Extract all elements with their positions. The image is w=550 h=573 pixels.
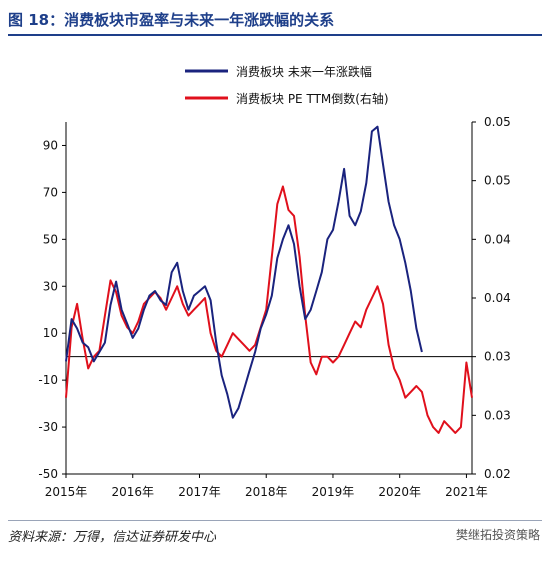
right-tick-label: 0.04: [484, 232, 511, 246]
x-tick-label: 2021年: [445, 485, 488, 499]
right-tick-label: 0.05: [484, 115, 511, 129]
right-tick-label: 0.04: [484, 291, 511, 305]
right-tick-label: 0.05: [484, 174, 511, 188]
chart-axes: 90 70 50 30 10 -10 -30 -50 0.05 0.05 0.04 0.04 0.03 0…: [38, 115, 510, 499]
x-tick-label: 2016年: [111, 485, 154, 499]
left-tick-label: -50: [38, 467, 58, 481]
x-tick-label: 2020年: [378, 485, 421, 499]
left-tick-label: -10: [38, 373, 58, 387]
right-tick-label: 0.02: [484, 467, 511, 481]
legend-label-series-1: 消费板块 未来一年涨跌幅: [236, 64, 372, 79]
left-tick-label: -30: [38, 420, 58, 434]
x-tick-label: 2017年: [178, 485, 221, 499]
left-tick-label: 10: [43, 326, 58, 340]
x-tick-label: 2015年: [45, 485, 88, 499]
right-tick-label: 0.03: [484, 408, 511, 422]
left-tick-label: 50: [43, 232, 58, 246]
brand-watermark: 樊继拓投资策略: [455, 528, 540, 542]
chart-legend: 消费板块 未来一年涨跌幅 消费板块 PE TTM倒数(右轴): [185, 64, 389, 106]
legend-label-series-2: 消费板块 PE TTM倒数(右轴): [236, 91, 389, 106]
left-tick-label: 70: [43, 185, 58, 199]
left-tick-label: 30: [43, 279, 58, 293]
right-tick-label: 0.03: [484, 350, 511, 364]
series-line-1: [65, 125, 423, 419]
series-line-2: [65, 185, 473, 434]
footer-divider: [8, 520, 542, 521]
figure-title: 图 18：消费板块市盈率与未来一年涨跌幅的关系: [8, 6, 542, 36]
x-tick-label: 2019年: [312, 485, 355, 499]
source-note: 资料来源：万得，信达证券研发中心: [8, 530, 217, 545]
left-tick-label: 90: [43, 138, 58, 152]
chart: 消费板块 未来一年涨跌幅 消费板块 PE TTM倒数(右轴) 90 70 50 30 1…: [38, 64, 510, 499]
chart-series: [65, 125, 473, 434]
x-tick-label: 2018年: [245, 485, 288, 499]
